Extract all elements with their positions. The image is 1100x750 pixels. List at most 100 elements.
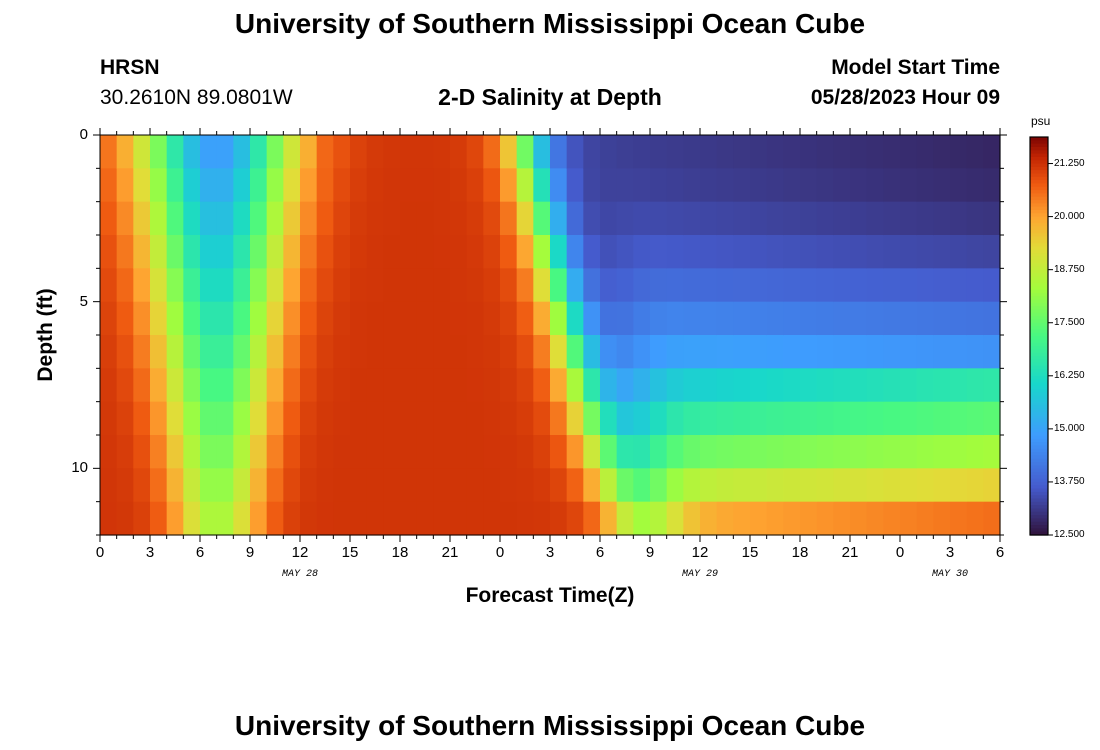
heatmap-cell — [250, 401, 268, 436]
heatmap-cell — [616, 301, 634, 336]
heatmap-cell — [933, 435, 951, 469]
colorbar-segment — [1030, 263, 1048, 267]
heatmap-cell — [800, 301, 818, 336]
heatmap-cell — [866, 235, 884, 269]
heatmap-cell — [433, 368, 451, 403]
heatmap-cell — [166, 135, 184, 169]
heatmap-cell — [883, 501, 901, 536]
heatmap-cell — [800, 368, 818, 403]
heatmap-cell — [150, 335, 168, 369]
heatmap-cell — [433, 435, 451, 469]
heatmap-cell — [316, 135, 334, 169]
heatmap-cell — [916, 301, 934, 336]
heatmap-cell — [733, 201, 751, 236]
heatmap-cell — [583, 501, 601, 536]
colorbar-segment — [1030, 140, 1048, 145]
colorbar-segment — [1030, 508, 1048, 513]
heatmap-cell — [950, 335, 968, 369]
heatmap-cell — [783, 201, 801, 236]
heatmap-cell — [183, 335, 201, 369]
heatmap-cell — [166, 335, 184, 369]
heatmap-cell — [233, 168, 251, 203]
heatmap-cell — [766, 168, 784, 203]
heatmap-cell — [966, 135, 984, 169]
heatmap-cell — [383, 435, 401, 469]
heatmap-cell — [116, 301, 134, 336]
heatmap-cell — [550, 501, 568, 536]
colorbar-segment — [1030, 412, 1048, 417]
heatmap-cell — [550, 235, 568, 269]
heatmap-cell — [333, 501, 351, 536]
heatmap-cell — [200, 268, 218, 303]
heatmap-cell — [200, 435, 218, 469]
heatmap-cell — [116, 235, 134, 269]
heatmap-cell — [433, 501, 451, 536]
heatmap-cell — [833, 301, 851, 336]
heatmap-cell — [400, 468, 418, 503]
heatmap-cell — [133, 201, 151, 236]
heatmap-cell — [933, 301, 951, 336]
heatmap-cell — [950, 168, 968, 203]
heatmap-cell — [883, 268, 901, 303]
heatmap-cell — [866, 201, 884, 236]
heatmap-cell — [283, 468, 301, 503]
heatmap-cell — [650, 268, 668, 303]
colorbar-segment — [1030, 372, 1048, 377]
heatmap-cell — [283, 235, 301, 269]
heatmap-cell — [683, 301, 701, 336]
heatmap-cell — [250, 168, 268, 203]
heatmap-cell — [400, 201, 418, 236]
heatmap-cell — [450, 168, 468, 203]
heatmap-cell — [233, 201, 251, 236]
heatmap-cell — [800, 235, 818, 269]
heatmap-cell — [700, 235, 718, 269]
heatmap-cell — [383, 401, 401, 436]
x-tick-label: 0 — [95, 544, 105, 561]
heatmap-cell — [333, 168, 351, 203]
y-tick-label: 10 — [71, 459, 88, 477]
heatmap-cell — [366, 168, 384, 203]
colorbar-segment — [1030, 452, 1048, 456]
heatmap-cell — [966, 368, 984, 403]
heatmap-cell — [966, 335, 984, 369]
heatmap-cell — [966, 468, 984, 503]
colorbar-segment — [1030, 143, 1048, 148]
heatmap-cell — [316, 235, 334, 269]
heatmap-cell — [816, 268, 834, 303]
heatmap-cell — [800, 168, 818, 203]
heatmap-cell — [833, 135, 851, 169]
heatmap-cell — [733, 435, 751, 469]
heatmap-cell — [733, 401, 751, 436]
colorbar-frame — [1029, 136, 1049, 536]
heatmap-cell — [966, 501, 984, 536]
heatmap-cell — [750, 135, 768, 169]
heatmap-cell — [350, 235, 368, 269]
heatmap-cell — [350, 335, 368, 369]
colorbar-segment — [1030, 471, 1048, 476]
heatmap-cell — [966, 235, 984, 269]
heatmap-cell — [250, 235, 268, 269]
heatmap-cell — [466, 235, 484, 269]
heatmap-cell — [300, 268, 318, 303]
heatmap-cell — [250, 268, 268, 303]
heatmap-cell — [450, 368, 468, 403]
heatmap-cell — [850, 401, 868, 436]
colorbar-segment — [1030, 349, 1048, 354]
heatmap-cell — [466, 335, 484, 369]
heatmap-cell — [450, 468, 468, 503]
heatmap-cell — [633, 368, 651, 403]
colorbar-segment — [1030, 259, 1048, 264]
colorbar-segment — [1030, 226, 1048, 231]
heatmap-cell — [883, 168, 901, 203]
heatmap-cell — [416, 401, 434, 436]
heatmap-cell — [150, 501, 168, 536]
heatmap-cell — [133, 335, 151, 369]
heatmap-cell — [316, 201, 334, 236]
heatmap-cell — [216, 135, 234, 169]
heatmap-cell — [900, 435, 918, 469]
colorbar-segment — [1030, 405, 1048, 410]
heatmap-cell — [316, 501, 334, 536]
heatmap-cell — [983, 401, 1001, 436]
heatmap-cells — [100, 135, 1001, 536]
